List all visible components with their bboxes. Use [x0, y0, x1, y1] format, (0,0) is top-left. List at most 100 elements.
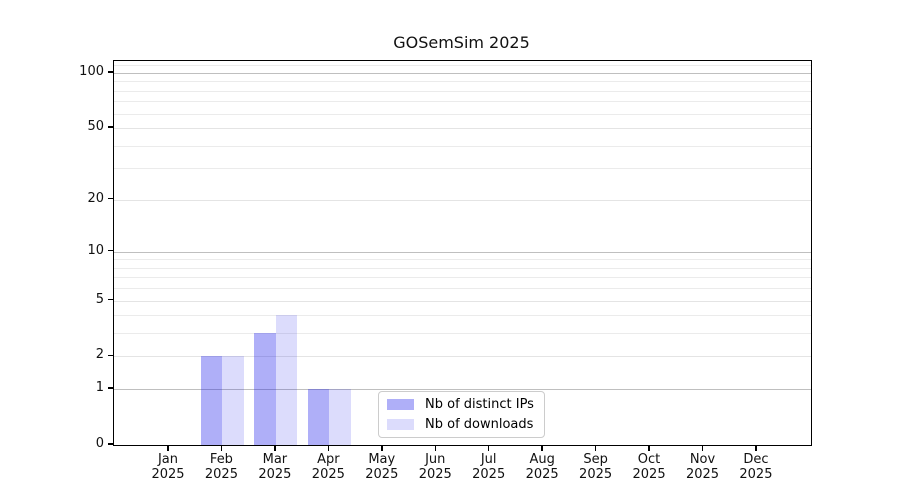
x-tick — [487, 445, 490, 451]
gridline-minor — [114, 101, 811, 103]
y-tick — [108, 126, 113, 128]
month-label: Sep — [583, 452, 608, 467]
bar-apr-distinct-ips — [307, 389, 330, 445]
x-tick — [327, 445, 330, 451]
gridline-minor — [114, 288, 811, 290]
gridline-major — [114, 389, 811, 391]
year-label: 2025 — [685, 467, 720, 482]
month-label: Jun — [425, 452, 446, 467]
x-tick-label-jul: Jul 2025 — [461, 452, 517, 482]
y-tick — [108, 354, 113, 357]
year-label: 2025 — [579, 467, 613, 482]
bar-apr-downloads — [329, 389, 351, 445]
y-tick-label: 20 — [87, 190, 104, 206]
x-tick-label-sep: Sep 2025 — [568, 452, 624, 482]
month-label: Jan — [157, 452, 179, 467]
month-label: Mar — [262, 452, 288, 467]
chart-title: GOSemSim 2025 — [393, 33, 530, 52]
x-tick — [274, 445, 276, 451]
year-label: 2025 — [739, 467, 773, 482]
month-label: Nov — [689, 452, 716, 467]
year-label: 2025 — [151, 467, 185, 482]
legend-swatch-distinct-ips — [387, 399, 414, 410]
month-label: Dec — [743, 452, 769, 467]
month-label: May — [368, 452, 396, 467]
x-tick — [434, 445, 436, 451]
year-label: 2025 — [365, 467, 399, 482]
y-tick — [108, 71, 113, 73]
y-tick-label: 2 — [95, 347, 104, 363]
month-label: Aug — [529, 452, 555, 467]
year-label: 2025 — [472, 467, 506, 482]
year-label: 2025 — [632, 467, 666, 482]
gridline — [114, 127, 811, 129]
x-tick-label-jan: Jan 2025 — [140, 452, 196, 482]
y-tick — [108, 443, 113, 445]
x-tick-label-dec: Dec 2025 — [728, 452, 784, 482]
legend-entry-distinct-ips: Nb of distinct IPs — [387, 397, 536, 412]
gridline-major — [114, 251, 811, 253]
plot-area — [113, 60, 812, 446]
x-tick-label-mar: Mar 2025 — [247, 452, 303, 482]
y-tick — [108, 387, 113, 389]
month-label: Oct — [637, 452, 661, 467]
year-label: 2025 — [525, 467, 559, 482]
gridline-minor — [114, 333, 811, 335]
bar-feb-distinct-ips — [200, 356, 223, 445]
gridline-minor — [114, 259, 811, 261]
month-label: Feb — [209, 452, 233, 467]
gridline-minor — [114, 65, 811, 67]
gridline-minor — [114, 90, 811, 92]
x-tick-label-aug: Aug 2025 — [514, 452, 570, 482]
x-tick — [755, 445, 757, 451]
month-label: Jul — [480, 452, 497, 467]
gridline-minor — [114, 277, 811, 279]
gridline-minor — [114, 81, 811, 83]
x-tick — [594, 445, 597, 451]
gridline-major — [114, 72, 811, 74]
gridline-minor — [114, 315, 811, 317]
x-tick — [381, 445, 383, 451]
year-label: 2025 — [418, 467, 452, 482]
y-tick-label: 50 — [87, 118, 104, 134]
x-tick-label-jun: Jun 2025 — [407, 452, 463, 482]
month-label: Apr — [317, 452, 340, 467]
y-tick-label: 0 — [95, 436, 104, 451]
y-tick-label: 100 — [79, 63, 104, 79]
gridline — [114, 300, 811, 302]
x-tick — [701, 445, 704, 451]
gridline-minor — [114, 168, 811, 170]
gridline-minor — [114, 267, 811, 269]
year-label: 2025 — [311, 467, 345, 482]
legend-label-distinct-ips: Nb of distinct IPs — [425, 397, 534, 412]
x-tick-label-apr: Apr 2025 — [300, 452, 356, 482]
x-tick — [648, 445, 650, 451]
gridline-minor — [114, 113, 811, 115]
legend-entry-downloads: Nb of downloads — [387, 417, 536, 432]
legend-label-downloads: Nb of downloads — [425, 417, 534, 432]
x-tick-label-feb: Feb 2025 — [193, 452, 249, 482]
gridline — [114, 199, 811, 201]
x-tick — [541, 445, 543, 451]
year-label: 2025 — [204, 467, 238, 482]
x-tick — [220, 445, 223, 451]
year-label: 2025 — [258, 467, 292, 482]
bar-mar-distinct-ips — [254, 333, 276, 445]
y-tick-label: 5 — [95, 291, 104, 307]
legend: Nb of distinct IPs Nb of downloads — [378, 391, 545, 438]
legend-swatch-downloads — [387, 419, 414, 430]
bar-mar-downloads — [275, 315, 298, 445]
y-tick — [108, 298, 113, 301]
x-tick-label-oct: Oct 2025 — [621, 452, 677, 482]
y-tick-label: 1 — [95, 380, 104, 396]
y-tick-label: 10 — [87, 242, 104, 258]
gridline-minor — [114, 145, 811, 147]
y-tick — [108, 197, 113, 200]
x-tick — [167, 445, 169, 451]
x-tick-label-may: May 2025 — [354, 452, 410, 482]
gridline — [114, 356, 811, 358]
y-tick — [108, 249, 113, 252]
x-tick-label-nov: Nov 2025 — [675, 452, 731, 482]
bar-feb-downloads — [222, 356, 244, 445]
